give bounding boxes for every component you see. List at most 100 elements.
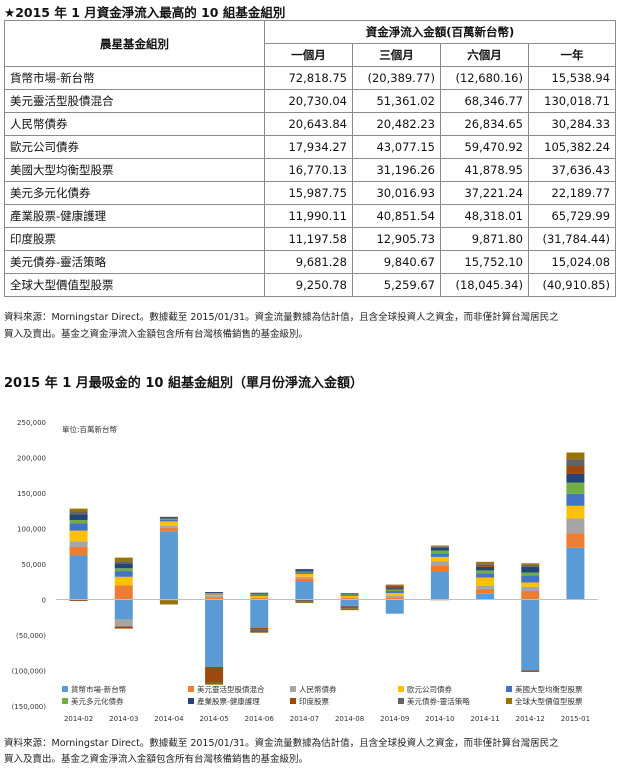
bar-segment: [340, 605, 359, 607]
legend-swatch: [290, 698, 296, 704]
bar-segment: [295, 571, 314, 573]
bar-segment: [250, 597, 269, 599]
col-header-fund-group: 晨星基金組別: [4, 20, 265, 67]
bar-segment: [250, 594, 269, 596]
bar-segment: [114, 564, 133, 569]
bar-segment: [159, 517, 178, 519]
bar-segment: [385, 595, 404, 598]
flow-value-cell: 11,990.11: [264, 204, 353, 228]
bar-segment: [430, 571, 449, 600]
bar-segment: [295, 599, 314, 602]
flow-value-cell: 68,346.77: [440, 89, 529, 113]
bar-segment: [69, 546, 88, 556]
bar-segment: [295, 572, 314, 574]
stacked-bar-chart: (150,000) (100,000) (50,000) 0 50,000 100,000…: [12, 419, 598, 723]
bar-segment: [205, 597, 224, 600]
legend-label: 印度股票: [299, 696, 329, 706]
source-note-2-line2: 買入及賣出。基金之資金淨流入金額包含所有台灣核備銷售的基金級別。: [4, 754, 309, 765]
bar-segment: [295, 578, 314, 582]
legend-label: 美元多元化債券: [71, 696, 124, 706]
bar-segment: [295, 601, 314, 604]
flow-value-cell: 31,196.26: [352, 158, 441, 182]
fund-group-name: 歐元公司債券: [4, 135, 265, 159]
legend-label: 貨幣市場-新台幣: [71, 684, 127, 694]
bar-segment: [566, 473, 585, 483]
bar-segment: [159, 516, 178, 518]
bar-segment: [385, 589, 404, 591]
flow-value-cell: (18,045.34): [440, 273, 529, 297]
bar-segment: [340, 597, 359, 599]
bar-segment: [521, 670, 540, 672]
bar-segment: [385, 586, 404, 589]
legend-swatch: [62, 686, 68, 692]
flow-value-cell: 9,250.78: [264, 273, 353, 297]
bar-segment: [566, 533, 585, 548]
table-row: 全球大型價值型股票 9,250.78 5,259.67 (18,045.34) (40,…: [4, 273, 617, 297]
table-row: 人民幣債券 20,643.84 20,482.23 26,834.65 30,284.3…: [4, 112, 617, 136]
table-row: 美國大型均衡型股票 16,770.13 31,196.26 41,878.95 37,6…: [4, 158, 617, 182]
y-tick-label: (150,000): [12, 703, 47, 711]
period-header: 一個月: [264, 43, 353, 67]
x-tick-label: 2014-12: [516, 715, 545, 723]
table-row: 貨幣市場-新台幣 72,818.75 (20,389.77) (12,680.16) 1…: [4, 66, 617, 90]
flow-value-cell: 9,840.67: [352, 250, 441, 274]
bar-segment: [340, 608, 359, 611]
bar-segment: [69, 523, 88, 531]
bar-segment: [205, 594, 224, 596]
bar-segment: [250, 627, 269, 630]
bar-segment: [385, 597, 404, 600]
flow-value-cell: 17,934.27: [264, 135, 353, 159]
bar-segment: [250, 598, 269, 600]
flow-value-cell: (40,910.85): [527, 273, 617, 297]
flow-value-cell: 130,018.71: [527, 89, 617, 113]
flow-value-cell: 16,770.13: [264, 158, 353, 182]
bar-segment: [430, 565, 449, 572]
bar-segment: [521, 564, 540, 567]
flow-value-cell: 20,643.84: [264, 112, 353, 136]
bar-segment: [521, 572, 540, 576]
bar-segment: [566, 493, 585, 506]
bar-segment: [250, 632, 269, 633]
flow-value-cell: 72,818.75: [264, 66, 353, 90]
bar-segment: [205, 595, 224, 598]
bar-segment: [476, 561, 495, 564]
y-tick-label: (100,000): [12, 668, 47, 676]
bar-segment: [476, 566, 495, 571]
flow-value-cell: 20,482.23: [352, 112, 441, 136]
bar-segment: [250, 592, 269, 594]
bar-segment: [114, 571, 133, 577]
bar-segment: [566, 466, 585, 474]
fund-group-name: 人民幣債券: [4, 112, 265, 136]
bar-segment: [566, 452, 585, 460]
x-tick-label: 2014-08: [335, 715, 364, 723]
x-tick-label: 2015-01: [561, 715, 590, 723]
flow-value-cell: 11,197.58: [264, 227, 353, 251]
table-row: 美元多元化債券 15,987.75 30,016.93 37,221.24 22,189…: [4, 181, 617, 205]
bar-segment: [69, 519, 88, 524]
x-tick-label: 2014-10: [425, 715, 454, 723]
source-note-1-line1: 資料來源：Morningstar Direct。數據截至 2015/01/31。…: [4, 312, 559, 323]
table-row: 美元債券-靈活策略 9,681.28 9,840.67 15,752.10 15,024…: [4, 250, 617, 274]
bar-segment: [69, 514, 88, 520]
table-row: 印度股票 11,197.58 12,905.73 9,871.80 (31,784.44…: [4, 227, 617, 251]
bar-segment: [430, 546, 449, 548]
flow-value-cell: 5,259.67: [352, 273, 441, 297]
bar-segment: [205, 666, 224, 683]
bar-segment: [205, 682, 224, 684]
flow-value-cell: 15,538.94: [527, 66, 617, 90]
flow-value-cell: 15,024.08: [527, 250, 617, 274]
bar-segment: [521, 586, 540, 591]
bar-segment: [114, 585, 133, 600]
bar-segment: [521, 566, 540, 573]
bar-segment: [340, 606, 359, 609]
bar-segment: [159, 525, 178, 528]
x-tick-label: 2014-03: [109, 715, 138, 723]
bar-segment: [159, 518, 178, 520]
bar-segment: [114, 626, 133, 629]
bar-segment: [385, 599, 404, 614]
bar-segment: [69, 555, 88, 600]
bar-segment: [476, 577, 495, 587]
bar-segment: [476, 563, 495, 565]
flow-value-cell: 59,470.92: [440, 135, 529, 159]
bar-segment: [430, 550, 449, 554]
